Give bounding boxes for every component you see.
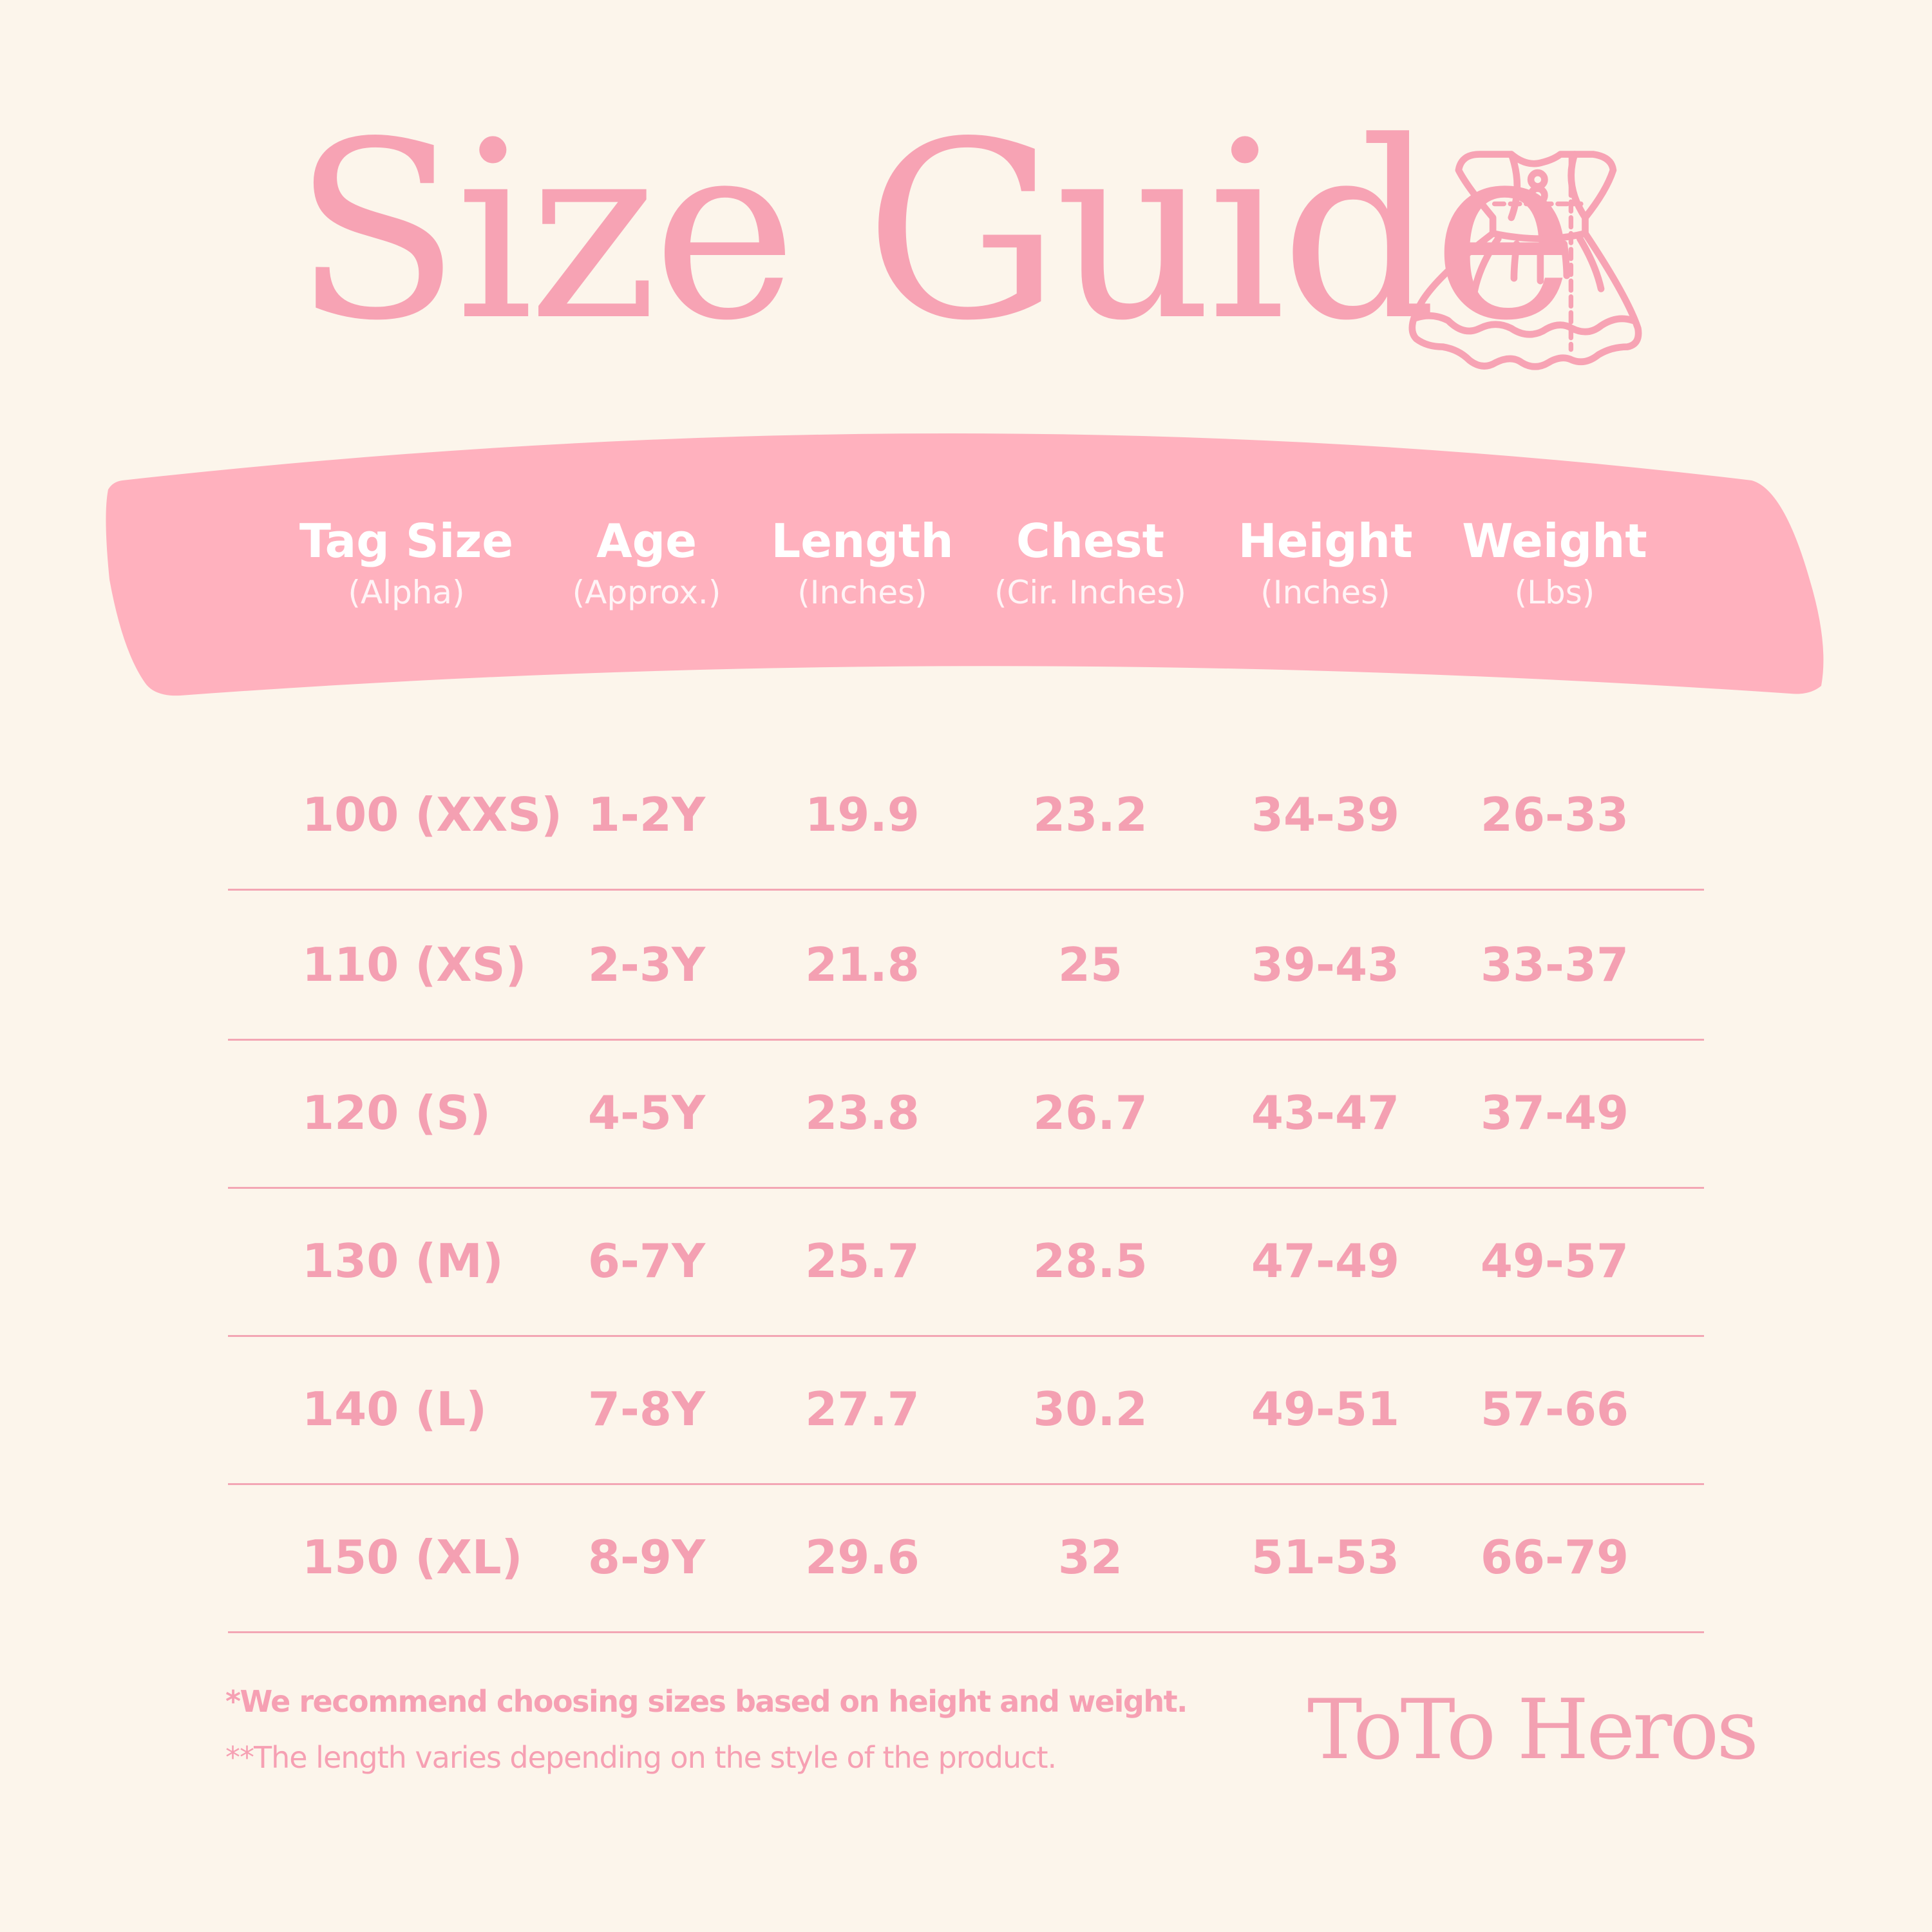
cell-chest: 23.2 [1033,788,1148,842]
header-height: Height (Inches) [1238,514,1413,611]
cell-age: 2-3Y [587,938,706,992]
note-recommendation: *We recommend choosing sizes based on he… [225,1684,1188,1719]
cell-chest: 32 [1057,1530,1123,1584]
header-chest: Chest (Cir. Inches) [994,514,1186,611]
cell-chest: 25 [1057,938,1123,992]
cell-height: 51-53 [1251,1530,1400,1584]
header-age: Age (Approx.) [572,514,721,611]
cell-weight: 66-79 [1480,1530,1629,1584]
cell-tag-size: 100 (XXS) [302,788,563,842]
cell-weight: 57-66 [1480,1382,1629,1436]
cell-length: 25.7 [805,1234,920,1288]
header-tag-size: Tag Size (Alpha) [299,514,514,611]
table-row: 130 (M) 6-7Y 25.7 28.5 47-49 49-57 [228,1187,1704,1337]
header-length: Length (Inches) [771,514,954,611]
cell-tag-size: 120 (S) [302,1086,491,1140]
cell-length: 19.9 [805,788,920,842]
table-row: 150 (XL) 8-9Y 29.6 32 51-53 66-79 [228,1483,1704,1633]
cell-tag-size: 150 (XL) [302,1530,523,1584]
cell-age: 4-5Y [587,1086,706,1140]
brand-logo: ToTo Heros [1307,1682,1759,1778]
cell-length: 21.8 [805,938,920,992]
cell-tag-size: 110 (XS) [302,938,527,992]
cell-weight: 37-49 [1480,1086,1629,1140]
cell-length: 27.7 [805,1382,920,1436]
cell-height: 34-39 [1251,788,1400,842]
cell-weight: 26-33 [1480,788,1629,842]
table-row: 110 (XS) 2-3Y 21.8 25 39-43 33-37 [228,891,1704,1041]
cell-length: 23.8 [805,1086,920,1140]
note-length: **The length varies depending on the sty… [225,1740,1057,1775]
cell-chest: 26.7 [1033,1086,1148,1140]
cell-chest: 30.2 [1033,1382,1148,1436]
cell-length: 29.6 [805,1530,920,1584]
table-row: 120 (S) 4-5Y 23.8 26.7 43-47 37-49 [228,1039,1704,1189]
page-title: Size Guide [293,89,1577,374]
cell-weight: 49-57 [1480,1234,1629,1288]
cell-age: 8-9Y [587,1530,706,1584]
header-banner [106,433,1824,696]
cell-height: 47-49 [1251,1234,1400,1288]
cell-height: 49-51 [1251,1382,1400,1436]
cell-age: 1-2Y [587,788,706,842]
table-row: 140 (L) 7-8Y 27.7 30.2 49-51 57-66 [228,1335,1704,1485]
cell-tag-size: 130 (M) [302,1234,504,1288]
cell-chest: 28.5 [1033,1234,1148,1288]
table-row: 100 (XXS) 1-2Y 19.9 23.2 34-39 26-33 [228,741,1704,891]
cell-age: 6-7Y [587,1234,706,1288]
cell-tag-size: 140 (L) [302,1382,488,1436]
cell-age: 7-8Y [587,1382,706,1436]
cell-height: 39-43 [1251,938,1400,992]
dress-icon [1408,151,1642,370]
cell-weight: 33-37 [1480,938,1629,992]
header-weight: Weight (Lbs) [1462,514,1647,611]
cell-height: 43-47 [1251,1086,1400,1140]
